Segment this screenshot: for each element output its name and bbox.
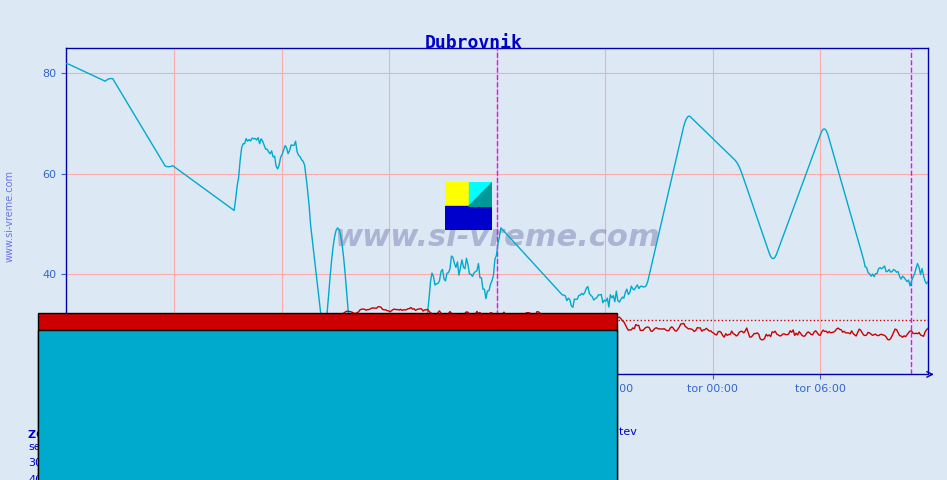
Text: 30.3: 30.3: [28, 458, 53, 468]
Text: Meritve: povprečne  Enote: metrične  Črta: zadnja meritev: Meritve: povprečne Enote: metrične Črta:…: [311, 425, 636, 437]
Text: 35.2: 35.2: [227, 458, 252, 468]
Text: povpr.:: povpr.:: [161, 442, 199, 452]
Polygon shape: [469, 182, 492, 206]
Text: ZGODOVINSKE IN TRENUTNE VREDNOSTI: ZGODOVINSKE IN TRENUTNE VREDNOSTI: [28, 430, 283, 440]
Text: navpična črta - razdelek 24 ur: navpična črta - razdelek 24 ur: [389, 442, 558, 452]
Text: 26.1: 26.1: [95, 458, 119, 468]
Text: Hrvaška / vremenski podatki - avtomatske postaje.: Hrvaška / vremenski podatki - avtomatske…: [331, 391, 616, 402]
Text: www.si-vreme.com: www.si-vreme.com: [5, 170, 15, 262]
Text: min.:: min.:: [95, 442, 123, 452]
Text: Dubrovnik: Dubrovnik: [424, 34, 523, 51]
Text: 40: 40: [28, 475, 43, 480]
Text: zadnja dva dni / 5 minut.: zadnja dva dni / 5 minut.: [403, 408, 544, 418]
Text: maks.:: maks.:: [227, 442, 264, 452]
Text: 82: 82: [227, 475, 241, 480]
Text: 20: 20: [95, 475, 109, 480]
Text: 47: 47: [161, 475, 175, 480]
Text: vlaga[%]: vlaga[%]: [336, 475, 386, 480]
Text: temperatura[C]: temperatura[C]: [336, 458, 423, 468]
Text: Dubrovnik: Dubrovnik: [322, 442, 379, 452]
Text: sedaj:: sedaj:: [28, 442, 62, 452]
Polygon shape: [445, 182, 469, 206]
Polygon shape: [445, 206, 492, 230]
Polygon shape: [469, 182, 492, 206]
Text: 30.8: 30.8: [161, 458, 186, 468]
Text: www.si-vreme.com: www.si-vreme.com: [334, 223, 660, 252]
